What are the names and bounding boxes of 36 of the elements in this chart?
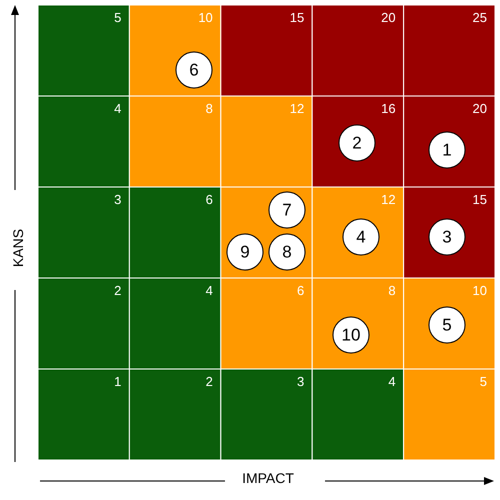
annotation: 8 — [282, 242, 292, 262]
data-label: 4 — [114, 101, 122, 116]
annotation: 10 — [342, 326, 360, 344]
data-label: 6 — [296, 283, 304, 298]
annotation: 4 — [356, 228, 366, 246]
data-label: 10 — [472, 283, 487, 298]
data-label: 20 — [472, 101, 487, 116]
data-label: 12 — [381, 192, 396, 208]
y-axis-title: KANS — [10, 228, 26, 270]
data-label: 25 — [472, 10, 487, 26]
data-label: 6 — [206, 192, 213, 208]
annotation: 6 — [189, 60, 199, 80]
data-label: 5 — [480, 374, 487, 390]
data-label: 16 — [381, 101, 396, 116]
data-label: 15 — [290, 10, 304, 26]
annotation: 3 — [442, 228, 452, 246]
data-label: 15 — [472, 192, 487, 208]
data-label: 3 — [114, 192, 122, 208]
data-label: 12 — [290, 101, 304, 116]
data-label: 1 — [114, 374, 122, 390]
data-label: 4 — [206, 283, 213, 298]
annotation: 1 — [442, 140, 452, 160]
data-label: 20 — [381, 10, 396, 26]
data-label: 10 — [198, 10, 213, 26]
data-label: 4 — [388, 374, 396, 390]
data-label: 8 — [206, 101, 213, 116]
annotation: 2 — [352, 134, 362, 152]
data-label: 2 — [114, 283, 122, 298]
annotation: 9 — [240, 242, 250, 262]
data-label: 5 — [114, 10, 122, 26]
data-label: 8 — [388, 283, 396, 298]
x-axis-title: IMPACT — [241, 470, 295, 486]
data-label: 2 — [206, 374, 213, 390]
annotation: 5 — [442, 316, 452, 334]
data-label: 3 — [296, 374, 304, 390]
annotation: 7 — [282, 200, 292, 220]
